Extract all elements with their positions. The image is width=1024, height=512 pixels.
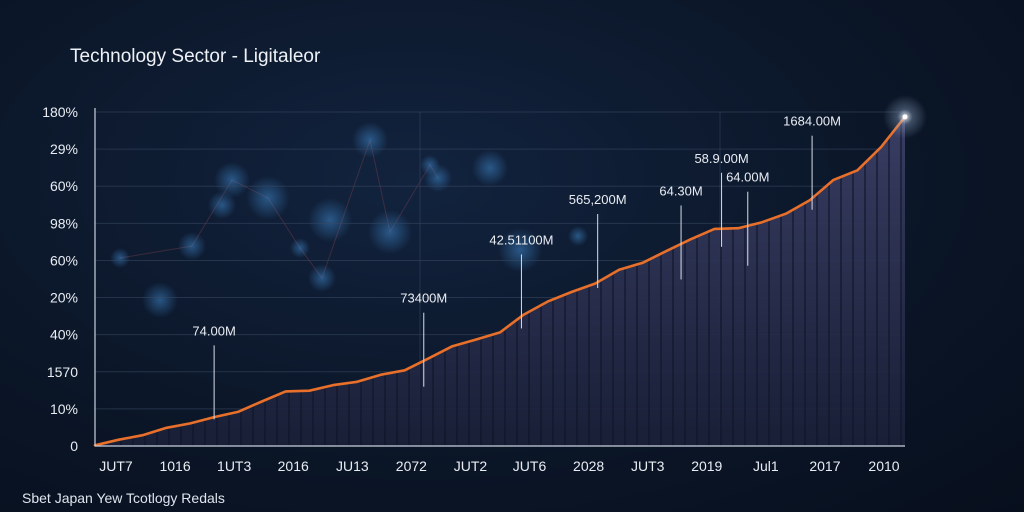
bokeh-dot [178, 232, 206, 260]
y-tick-label: 10% [50, 401, 78, 417]
area-stripes [95, 116, 905, 447]
bokeh-dot [472, 150, 508, 186]
x-tick-label: JUT6 [513, 458, 547, 474]
endpoint-point [902, 114, 908, 120]
bokeh-dot [568, 226, 588, 246]
y-tick-label: 60% [50, 178, 78, 194]
x-tick-label: 1UT3 [217, 458, 251, 474]
series-area [95, 116, 905, 447]
chart-footer: Sbet Japan Yew Tcotlogy Redals [22, 490, 225, 506]
bokeh-dot [308, 264, 336, 292]
bokeh-dot [498, 228, 542, 272]
x-tick-label: JUT3 [631, 458, 665, 474]
y-tick-label: 29% [50, 141, 78, 157]
y-tick-label: 60% [50, 252, 78, 268]
bokeh-dot [110, 248, 130, 268]
x-tick-label: 2028 [573, 458, 604, 474]
bokeh-dot [142, 282, 178, 318]
annotation-label: 565,200M [569, 192, 627, 207]
x-tick-label: 1016 [159, 458, 190, 474]
y-tick-label: 98% [50, 215, 78, 231]
bokeh-dot [208, 191, 236, 219]
annotation-label: 42.51100M [489, 232, 553, 247]
x-axis-ticks: JUT7 1016 1UT3 2016 JU13 2072 JUT2 JUT6 2028 JUT3… [99, 458, 900, 474]
series-line [93, 94, 927, 447]
y-tick-label: 1570 [47, 364, 78, 380]
bokeh-dot [424, 164, 452, 192]
annotation-label: 58.9.00M [694, 151, 748, 166]
y-tick-label: 40% [50, 327, 78, 343]
annotation-label: 74.00M [192, 323, 235, 338]
chart-title: Technology Sector - Ligitaleor [70, 46, 321, 67]
y-tick-label: 0 [70, 438, 78, 454]
x-tick-label: 2016 [278, 458, 309, 474]
annotation-label: 64.00M [726, 170, 769, 185]
series-line-path [93, 115, 907, 447]
x-tick-label: 2017 [809, 458, 840, 474]
annotation-label: 64.30M [659, 183, 702, 198]
x-tick-label: JU13 [336, 458, 369, 474]
y-tick-label: 180% [42, 104, 78, 120]
annotation-label: 1684.00M [783, 114, 841, 129]
bokeh-dot [352, 122, 388, 158]
annotation-label: 73400M [400, 291, 447, 306]
x-tick-label: 2010 [868, 458, 899, 474]
annotations: 74.00M 73400M 42.51100M 565,200M 64.30M 58.9.… [192, 114, 841, 420]
y-tick-label: 20% [50, 290, 78, 306]
bokeh-dot [214, 162, 250, 198]
x-tick-label: JUT2 [454, 458, 488, 474]
axes [94, 108, 905, 447]
bokeh-dot [308, 198, 352, 242]
x-tick-label: 2019 [691, 458, 722, 474]
x-tick-label: 2072 [396, 458, 427, 474]
x-tick-label: JUT7 [99, 458, 133, 474]
background-network-decoration [110, 122, 588, 318]
bokeh-dot [368, 210, 412, 254]
bokeh-dot [290, 238, 310, 258]
x-tick-label: Jul1 [753, 458, 779, 474]
y-axis-ticks: 180% 29% 60% 98% 60% 20% 40% 1570 10% 0 [42, 104, 78, 454]
bokeh-dot [246, 176, 290, 220]
